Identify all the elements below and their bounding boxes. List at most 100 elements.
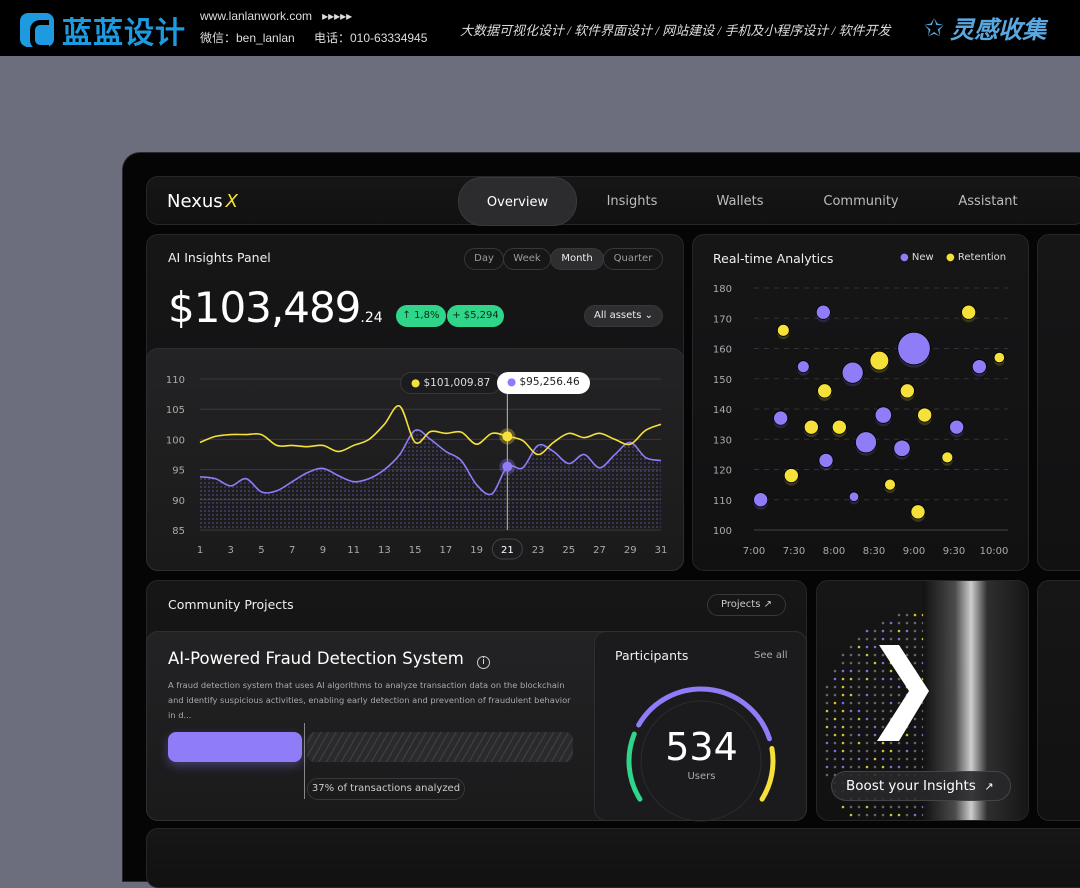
- sphere-dot: [873, 629, 877, 633]
- sphere-dot: [833, 765, 837, 769]
- sphere-dot: [865, 677, 869, 681]
- sphere-dot: [905, 733, 909, 737]
- sphere-dot: [873, 813, 877, 817]
- sphere-dot: [841, 757, 845, 761]
- sphere-dot: [873, 733, 877, 737]
- sphere-dot: [873, 717, 877, 721]
- x-tick-label: 19: [470, 545, 483, 556]
- sphere-dot: [889, 669, 893, 673]
- sphere-dot: [873, 645, 877, 649]
- period-quarter[interactable]: Quarter: [603, 248, 663, 270]
- sphere-dot: [865, 813, 869, 817]
- info-icon[interactable]: i: [477, 656, 491, 669]
- see-all-link[interactable]: See all: [754, 650, 788, 661]
- tooltip-yellow: ● $101,009.87: [400, 372, 502, 394]
- sphere-dot: [889, 741, 893, 745]
- sphere-dot: [881, 661, 885, 665]
- site-url[interactable]: www.lanlanwork.com ▸▸▸▸▸: [200, 9, 353, 23]
- projects-button[interactable]: Projects ↗: [707, 594, 786, 616]
- sphere-dot: [849, 813, 853, 817]
- series-line: [199, 429, 662, 496]
- y-tick-label: 170: [713, 314, 732, 325]
- sphere-dot: [841, 669, 845, 673]
- tab-assistant[interactable]: Assistant: [958, 194, 1018, 209]
- period-day[interactable]: Day: [464, 248, 504, 270]
- sphere-dot: [881, 749, 885, 753]
- sphere-dot: [881, 805, 885, 809]
- asset-filter-dropdown[interactable]: All assets ⌄: [584, 305, 663, 327]
- sphere-dot: [865, 725, 869, 729]
- sphere-dot: [881, 701, 885, 705]
- participants-title: Participants: [615, 648, 689, 663]
- sphere-dot: [905, 621, 909, 625]
- tab-insights[interactable]: Insights: [606, 194, 658, 209]
- sphere-dot: [849, 685, 853, 689]
- sphere-dot: [841, 653, 845, 657]
- sphere-dot: [833, 741, 837, 745]
- sphere-dot: [849, 725, 853, 729]
- sphere-dot: [841, 805, 845, 809]
- scatter-point-new: [855, 431, 877, 454]
- x-tick-label: 23: [532, 545, 545, 556]
- sphere-dot: [913, 629, 917, 633]
- sphere-dot: [849, 805, 853, 809]
- sphere-dot: [841, 749, 845, 753]
- tab-community[interactable]: Community: [823, 194, 899, 209]
- sphere-dot: [889, 813, 893, 817]
- x-tick-label: 9: [320, 545, 326, 556]
- x-tick-label: 27: [593, 545, 606, 556]
- sphere-dot: [897, 685, 901, 689]
- y-tick-label: 150: [713, 375, 732, 386]
- tab-overview[interactable]: Overview: [458, 177, 577, 226]
- sphere-dot: [913, 741, 917, 745]
- sphere-dot: [857, 733, 861, 737]
- sphere-dot: [857, 805, 861, 809]
- sphere-dot: [849, 717, 853, 721]
- sphere-dot: [905, 805, 909, 809]
- sphere-dot: [841, 661, 845, 665]
- sphere-dot: [881, 653, 885, 657]
- sphere-dot: [857, 693, 861, 697]
- x-tick-label: 7:00: [743, 546, 765, 557]
- top-banner: 蓝蓝设计 www.lanlanwork.com ▸▸▸▸▸ 微信：ben_lan…: [0, 0, 1080, 56]
- sphere-dot: [905, 613, 909, 617]
- side-panel-2: [1037, 580, 1080, 821]
- x-tick-label: 5: [258, 545, 264, 556]
- nexus-logo[interactable]: Nexus X: [167, 191, 239, 212]
- scatter-point-new: [773, 410, 789, 426]
- sphere-dot: [905, 765, 909, 769]
- sphere-dot: [833, 677, 837, 681]
- panel-title: AI Insights Panel: [168, 250, 271, 265]
- sphere-dot: [857, 725, 861, 729]
- sphere-dot: [873, 701, 877, 705]
- sphere-dot: [905, 637, 909, 641]
- scatter-point-retention: [803, 419, 819, 435]
- line-chart-card: 85 90 95 100 105 110 1 3 5 7 9 11 13 15 17 19 21 23 25 27 29…: [146, 348, 684, 571]
- sphere-dot: [841, 685, 845, 689]
- sphere-dot: [905, 741, 909, 745]
- sphere-dot: [849, 741, 853, 745]
- boost-button[interactable]: Boost your Insights ↗: [831, 771, 1011, 801]
- period-week[interactable]: Week: [503, 248, 551, 270]
- sphere-dot: [865, 765, 869, 769]
- sphere-dot: [897, 757, 901, 761]
- x-tick-label: 31: [655, 545, 668, 556]
- chevron-down-icon: ⌄: [644, 310, 653, 321]
- x-tick-label: 13: [378, 545, 391, 556]
- progress-marker: [304, 723, 305, 799]
- sphere-dot: [889, 805, 893, 809]
- x-tick-label: 21: [501, 545, 514, 556]
- scatter-point-new: [893, 439, 911, 457]
- period-month[interactable]: Month: [550, 248, 604, 270]
- sphere-dot: [833, 685, 837, 689]
- sphere-dot: [873, 653, 877, 657]
- sphere-dot: [897, 621, 901, 625]
- sphere-dot: [833, 757, 837, 761]
- sphere-dot: [825, 701, 829, 705]
- sphere-dot: [889, 701, 893, 705]
- sphere-dot: [857, 749, 861, 753]
- scatter-point-retention: [993, 351, 1005, 364]
- sphere-dot: [889, 621, 893, 625]
- scatter-point-new: [897, 331, 931, 366]
- tab-wallets[interactable]: Wallets: [716, 194, 764, 209]
